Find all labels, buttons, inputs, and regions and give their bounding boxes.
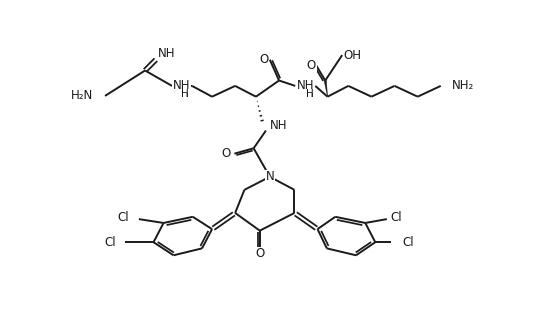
Text: Cl: Cl bbox=[402, 236, 414, 249]
Text: H₂N: H₂N bbox=[70, 89, 93, 102]
Text: NH₂: NH₂ bbox=[451, 80, 474, 93]
Text: H: H bbox=[181, 89, 189, 99]
Text: OH: OH bbox=[344, 49, 362, 62]
Text: N: N bbox=[266, 170, 274, 183]
Text: NH: NH bbox=[297, 80, 315, 93]
Text: Cl: Cl bbox=[117, 211, 129, 224]
Text: NH: NH bbox=[172, 80, 190, 93]
Text: NH: NH bbox=[270, 120, 287, 132]
Text: NH: NH bbox=[172, 80, 190, 93]
Text: O: O bbox=[307, 59, 316, 72]
Text: OH: OH bbox=[344, 49, 362, 62]
Text: NH: NH bbox=[270, 120, 287, 132]
Text: Cl: Cl bbox=[104, 236, 116, 249]
Text: O: O bbox=[222, 147, 230, 160]
Text: NH: NH bbox=[157, 47, 175, 60]
Text: NH₂: NH₂ bbox=[451, 80, 474, 93]
Text: Cl: Cl bbox=[391, 211, 402, 224]
Polygon shape bbox=[324, 80, 328, 97]
Text: H: H bbox=[306, 89, 314, 99]
Text: Cl: Cl bbox=[104, 236, 116, 249]
Text: H₂N: H₂N bbox=[70, 89, 93, 102]
Text: NH: NH bbox=[157, 47, 175, 60]
Text: O: O bbox=[259, 53, 268, 66]
Text: Cl: Cl bbox=[117, 211, 129, 224]
Text: H: H bbox=[181, 89, 189, 99]
Text: O: O bbox=[255, 247, 264, 260]
Text: N: N bbox=[266, 170, 274, 183]
Text: O: O bbox=[259, 53, 268, 66]
Text: Cl: Cl bbox=[391, 211, 402, 224]
Text: O: O bbox=[222, 147, 230, 160]
Text: H: H bbox=[306, 89, 314, 99]
Text: Cl: Cl bbox=[402, 236, 414, 249]
Text: NH: NH bbox=[297, 80, 315, 93]
Text: O: O bbox=[255, 247, 264, 260]
Text: O: O bbox=[307, 59, 316, 72]
